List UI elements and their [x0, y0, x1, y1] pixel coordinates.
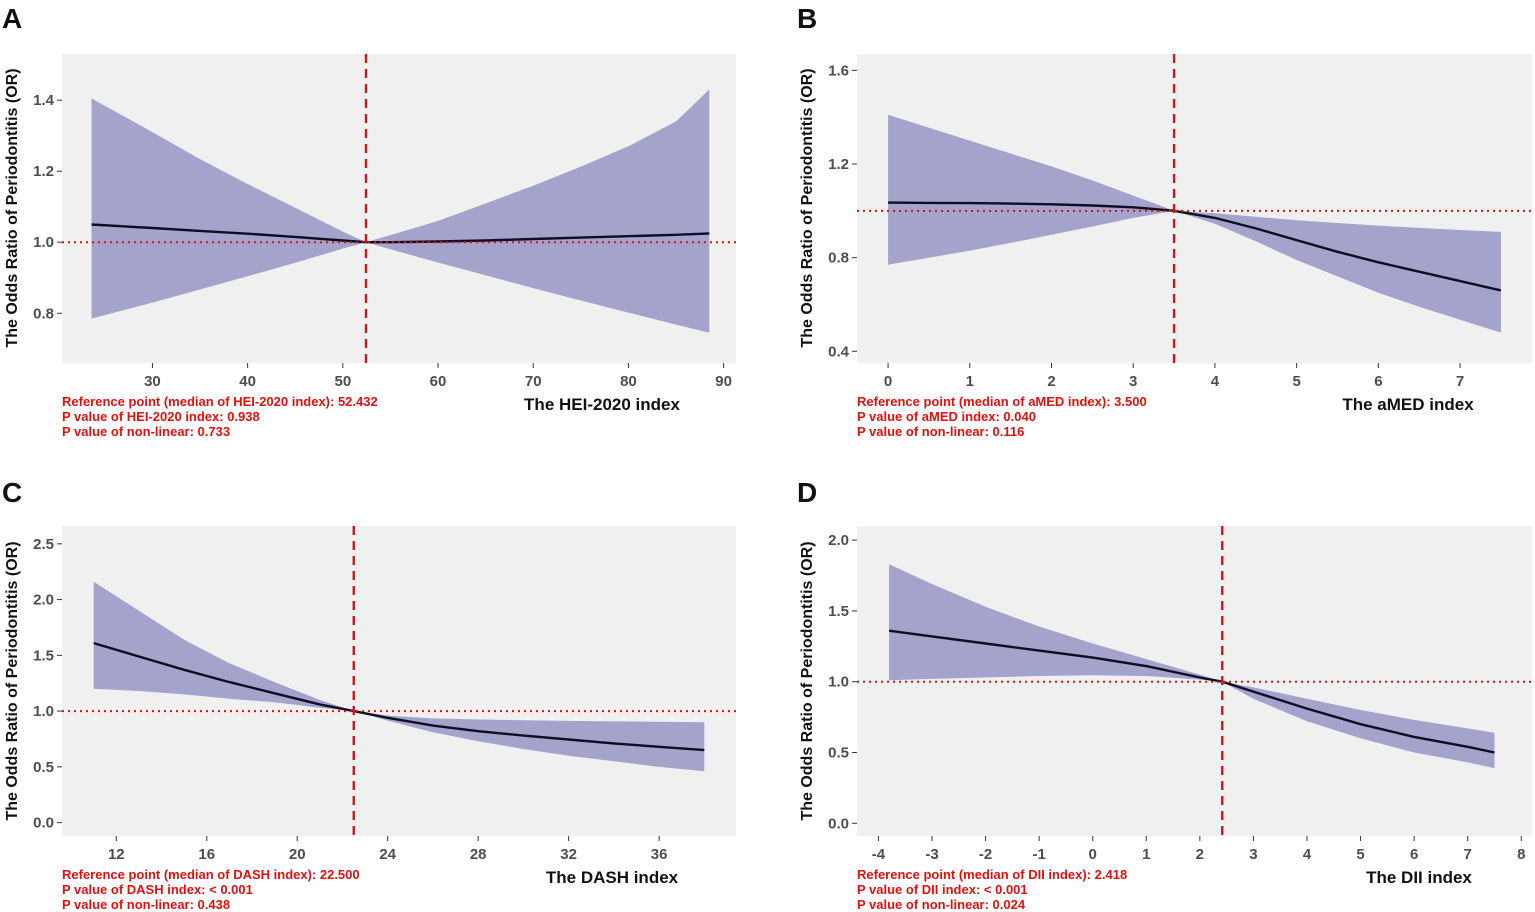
y-tick-label: 0.5	[828, 744, 849, 761]
panel-d: D 0.0 0.5 1.0 1.5 2.0 -4 -3 -2 -1 0 1 2 3 4 5 6 7 8 The …	[797, 477, 1532, 912]
x-tick-label: 4	[1303, 846, 1312, 863]
annotation-reference-point: Reference point (median of DII index): 2…	[857, 867, 1127, 882]
x-tick-label: -3	[925, 846, 938, 863]
x-tick-label: 70	[525, 373, 542, 390]
annotation-p-value-index: P value of aMED index: 0.040	[857, 409, 1036, 424]
y-tick-label: 2.0	[33, 592, 54, 609]
x-tick-label: 28	[470, 846, 487, 863]
y-axis-label: The Odds Ratio of Periodontitis (OR)	[4, 68, 21, 347]
x-axis-ticks: 30 40 50 60 70 80 90	[144, 363, 732, 390]
y-tick-label: 1.5	[33, 647, 54, 664]
y-tick-label: 1.5	[828, 603, 849, 620]
confidence-band	[889, 564, 1495, 769]
y-tick-label: 0.5	[33, 759, 54, 776]
x-tick-label: 60	[430, 373, 447, 390]
x-axis-label: The aMED index	[1342, 395, 1474, 414]
panel-d-letter: D	[797, 477, 817, 508]
or-curve	[91, 223, 710, 244]
y-tick-label: 2.5	[33, 536, 54, 553]
x-tick-label: 7	[1464, 846, 1472, 863]
x-tick-label: 1	[966, 373, 974, 390]
x-tick-label: 0	[884, 373, 892, 390]
x-tick-label: 80	[620, 373, 637, 390]
x-tick-label: 5	[1356, 846, 1364, 863]
x-axis-ticks: 0 1 2 3 4 5 6 7	[884, 363, 1464, 390]
annotation-p-value-nonlinear: P value of non-linear: 0.024	[857, 897, 1026, 912]
y-tick-label: 1.0	[828, 674, 849, 691]
x-tick-label: 4	[1211, 373, 1220, 390]
panel-a: A 0.8 1.0 1.2 1.4 30 40 50 60 70 80 90 The Odds R…	[2, 3, 736, 439]
panel-a-letter: A	[2, 3, 22, 34]
x-tick-label: 0	[1089, 846, 1097, 863]
x-tick-label: 3	[1249, 846, 1257, 863]
y-tick-label: 0.8	[828, 250, 849, 267]
y-axis-label: The Odds Ratio of Periodontitis (OR)	[799, 541, 816, 820]
y-axis-label: The Odds Ratio of Periodontitis (OR)	[4, 541, 21, 820]
y-tick-label: 1.0	[33, 234, 54, 251]
x-tick-label: 30	[144, 373, 161, 390]
y-tick-label: 1.0	[33, 703, 54, 720]
or-curve	[888, 629, 1495, 754]
y-axis-ticks: 0.8 1.0 1.2 1.4	[33, 92, 62, 322]
annotation-p-value-nonlinear: P value of non-linear: 0.733	[62, 424, 230, 439]
x-tick-label: 32	[560, 846, 577, 863]
or-curve	[93, 641, 705, 752]
panel-c-letter: C	[2, 477, 22, 508]
y-tick-label: 1.2	[828, 156, 849, 173]
confidence-band	[93, 581, 705, 772]
panel-b-letter: B	[797, 3, 817, 34]
x-tick-label: 16	[198, 846, 215, 863]
x-tick-label: 5	[1292, 373, 1300, 390]
x-tick-label: -1	[1032, 846, 1045, 863]
annotation-p-value-index: P value of DASH index: < 0.001	[62, 882, 253, 897]
x-tick-label: 12	[108, 846, 125, 863]
confidence-band	[91, 89, 710, 333]
x-tick-label: -2	[979, 846, 992, 863]
y-axis-label: The Odds Ratio of Periodontitis (OR)	[799, 68, 816, 347]
x-tick-label: 40	[239, 373, 256, 390]
annotation-p-value-index: P value of HEI-2020 index: 0.938	[62, 409, 260, 424]
x-tick-label: 1	[1142, 846, 1150, 863]
x-axis-ticks: -4 -3 -2 -1 0 1 2 3 4 5 6 7 8	[872, 836, 1525, 863]
y-axis-ticks: 0.0 0.5 1.0 1.5 2.0	[828, 532, 857, 832]
x-axis-label: The DASH index	[546, 868, 679, 887]
x-tick-label: 2	[1047, 373, 1055, 390]
x-tick-label: 20	[289, 846, 306, 863]
x-tick-label: 7	[1456, 373, 1464, 390]
x-tick-label: 50	[334, 373, 351, 390]
y-tick-label: 0.4	[828, 343, 850, 360]
x-axis-label: The DII index	[1366, 868, 1472, 887]
annotation-reference-point: Reference point (median of aMED index): …	[857, 394, 1147, 409]
x-tick-label: 3	[1129, 373, 1137, 390]
confidence-band	[888, 114, 1501, 333]
x-tick-label: 8	[1517, 846, 1525, 863]
annotation-p-value-nonlinear: P value of non-linear: 0.116	[857, 424, 1024, 439]
y-tick-label: 0.0	[828, 815, 849, 832]
annotation-reference-point: Reference point (median of DASH index): …	[62, 867, 360, 882]
x-tick-label: 6	[1374, 373, 1382, 390]
x-axis-label: The HEI-2020 index	[524, 395, 680, 414]
x-tick-label: 24	[379, 846, 396, 863]
y-tick-label: 1.2	[33, 163, 54, 180]
y-tick-label: 1.6	[828, 62, 849, 79]
annotation-p-value-index: P value of DII index: < 0.001	[857, 882, 1028, 897]
y-axis-ticks: 0.4 0.8 1.2 1.6	[828, 62, 857, 360]
annotation-reference-point: Reference point (median of HEI-2020 inde…	[62, 394, 378, 409]
annotation-p-value-nonlinear: P value of non-linear: 0.438	[62, 897, 230, 912]
or-curve	[888, 201, 1502, 292]
panel-b: B 0.4 0.8 1.2 1.6 0 1 2 3 4 5 6 7 The Odds Ratio o…	[797, 3, 1532, 439]
panel-c: C 0.0 0.5 1.0 1.5 2.0 2.5 12 16 20 24 28 32 36 The …	[2, 477, 736, 912]
x-axis-ticks: 12 16 20 24 28 32 36	[108, 836, 668, 863]
y-tick-label: 0.0	[33, 815, 54, 832]
y-axis-ticks: 0.0 0.5 1.0 1.5 2.0 2.5	[33, 536, 62, 832]
y-tick-label: 2.0	[828, 532, 849, 549]
x-tick-label: 90	[715, 373, 732, 390]
x-tick-label: 2	[1196, 846, 1204, 863]
y-tick-label: 1.4	[33, 92, 55, 109]
x-tick-label: 6	[1410, 846, 1418, 863]
x-tick-label: -4	[872, 846, 886, 863]
x-tick-label: 36	[651, 846, 668, 863]
y-tick-label: 0.8	[33, 305, 54, 322]
